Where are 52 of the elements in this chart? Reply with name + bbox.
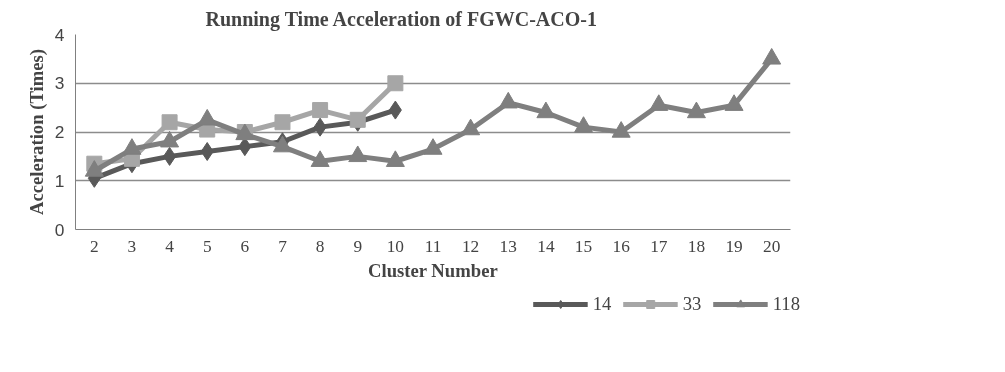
x-tick-label: 20	[763, 236, 781, 256]
x-tick-label: 2	[89, 236, 99, 256]
legend-label: 33	[682, 293, 703, 315]
point	[348, 145, 368, 163]
point	[310, 150, 330, 167]
point	[84, 160, 104, 177]
point	[611, 121, 631, 138]
x-tick-label: 17	[650, 236, 668, 256]
legend-label: 14	[592, 293, 613, 315]
point	[163, 146, 177, 166]
y-tick-label: 0	[54, 219, 65, 240]
point	[238, 137, 252, 157]
point	[160, 130, 180, 148]
legend-label: 118	[772, 293, 800, 315]
x-tick-label: 4	[165, 236, 175, 256]
point	[349, 111, 366, 128]
point	[762, 47, 782, 65]
x-tick-label: 11	[424, 236, 442, 256]
y-tick-label: 4	[54, 24, 65, 45]
point	[461, 118, 481, 136]
point	[313, 117, 327, 137]
x-tick-label: 6	[240, 236, 250, 256]
chart-title: Running Time Acceleration of FGWC-ACO-1	[205, 7, 597, 31]
x-axis-title: Cluster Number	[367, 259, 498, 281]
y-tick-label: 2	[54, 122, 65, 142]
y-tick-label: 3	[54, 73, 65, 94]
point	[686, 101, 706, 119]
x-tick-label: 9	[353, 236, 363, 256]
x-tick-label: 13	[499, 236, 517, 256]
point	[536, 101, 556, 119]
x-tick-label: 10	[386, 236, 405, 256]
point	[122, 138, 142, 155]
x-tick-label: 7	[278, 236, 288, 256]
x-tick-label: 8	[315, 236, 325, 256]
point	[385, 150, 405, 167]
point	[200, 142, 214, 161]
point	[498, 91, 518, 109]
x-tick-label: 14	[537, 236, 555, 256]
point	[197, 108, 217, 126]
x-tick-label: 3	[127, 236, 137, 256]
x-tick-label: 16	[612, 236, 631, 256]
x-tick-label: 5	[202, 236, 212, 256]
x-tick-label: 15	[574, 236, 593, 256]
y-tick-label: 1	[54, 170, 65, 191]
point	[649, 94, 669, 111]
x-tick-label: 12	[461, 236, 480, 256]
point	[724, 94, 744, 111]
x-tick-label: 18	[687, 236, 706, 256]
y-axis-title: Acceleration (Times)	[25, 49, 48, 215]
x-tick-label: 19	[725, 236, 743, 256]
point	[423, 138, 443, 155]
point	[574, 116, 594, 133]
